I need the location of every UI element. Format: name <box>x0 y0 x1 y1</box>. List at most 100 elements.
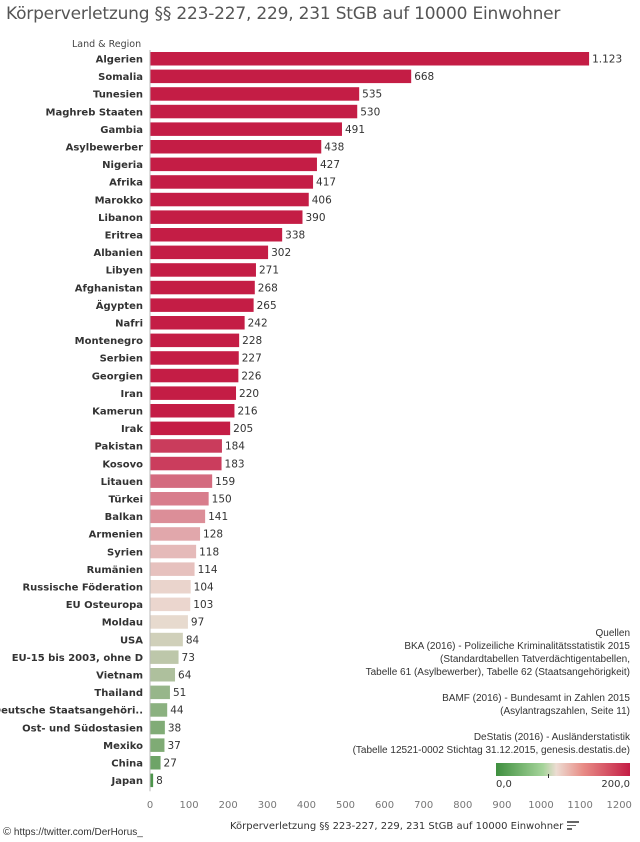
bar[interactable] <box>150 615 188 629</box>
value-label: 390 <box>305 212 325 224</box>
credit-link[interactable]: © https://twitter.com/DerHorus_ <box>3 826 143 838</box>
bar[interactable] <box>150 703 168 717</box>
copyright-symbol: © <box>3 826 12 838</box>
bar[interactable] <box>150 69 412 84</box>
bar[interactable] <box>150 650 179 664</box>
bars-group: Algerien 1.123 Somalia 668 Tunesien 535 Maghre… <box>0 50 622 792</box>
x-tick-label: 600 <box>375 800 394 811</box>
bar[interactable] <box>150 509 206 524</box>
category-label: Vietnam <box>96 671 143 682</box>
value-label: 302 <box>271 247 291 259</box>
bar[interactable] <box>150 773 154 788</box>
value-label: 141 <box>208 511 228 523</box>
value-label: 338 <box>285 230 305 242</box>
bar[interactable] <box>150 333 240 348</box>
category-label: EU Osteuropa <box>66 600 143 611</box>
value-label: 220 <box>239 388 259 400</box>
category-label: Russische Föderation <box>22 583 143 594</box>
bar[interactable] <box>150 668 176 682</box>
value-label: 103 <box>193 599 213 611</box>
category-label: Libanon <box>98 213 143 224</box>
bar[interactable] <box>150 562 195 576</box>
bar[interactable] <box>150 492 209 506</box>
bar[interactable] <box>150 245 269 260</box>
bar[interactable] <box>150 738 165 752</box>
bar[interactable] <box>150 685 170 700</box>
bar[interactable] <box>150 474 213 488</box>
bar[interactable] <box>150 52 590 66</box>
category-label: Nafri <box>115 319 143 330</box>
value-label: 184 <box>225 441 245 453</box>
x-tick-label: 700 <box>414 800 433 811</box>
value-label: 159 <box>215 476 235 488</box>
source-gap <box>310 718 630 731</box>
bar[interactable] <box>150 404 235 418</box>
bar[interactable] <box>150 157 317 172</box>
bar[interactable] <box>150 280 255 295</box>
value-label: 668 <box>414 71 434 83</box>
value-label: 271 <box>259 265 279 277</box>
bar[interactable] <box>150 632 183 647</box>
legend-midpoint-marker <box>548 774 549 778</box>
value-label: 97 <box>191 617 204 629</box>
sort-icon[interactable] <box>567 821 579 831</box>
value-label: 226 <box>241 370 261 382</box>
bar[interactable] <box>150 386 237 400</box>
bar[interactable] <box>150 580 191 594</box>
bar[interactable] <box>150 316 245 330</box>
category-label: Nigeria <box>102 160 143 171</box>
source-gap <box>310 679 630 692</box>
legend-max-label: 200,0 <box>601 779 630 790</box>
category-label: Japan <box>111 776 144 787</box>
value-label: 150 <box>212 494 232 506</box>
value-label: 38 <box>168 722 181 734</box>
bar[interactable] <box>150 720 165 735</box>
x-tick-label: 200 <box>219 800 238 811</box>
category-label: Türkei <box>108 495 143 506</box>
bar[interactable] <box>150 87 360 101</box>
bar[interactable] <box>150 263 256 277</box>
value-label: 1.123 <box>592 54 622 66</box>
bar[interactable] <box>150 456 222 471</box>
bar[interactable] <box>150 140 322 154</box>
bar[interactable] <box>150 192 309 207</box>
x-tick-label: 900 <box>492 800 511 811</box>
x-tick-label: 400 <box>297 800 316 811</box>
category-label: China <box>111 759 143 770</box>
category-label: Marokko <box>95 195 144 206</box>
sources-note: Quellen BKA (2016) - Polizeiliche Krimin… <box>310 627 630 757</box>
bar[interactable] <box>150 351 239 365</box>
value-label: 27 <box>164 758 177 770</box>
bar[interactable] <box>150 122 342 136</box>
sources-lines: BKA (2016) - Polizeiliche Kriminalitätss… <box>310 640 630 757</box>
value-label: 73 <box>182 652 195 664</box>
bar[interactable] <box>150 527 201 541</box>
bar[interactable] <box>150 228 283 242</box>
bar[interactable] <box>150 544 197 559</box>
chart-title: Körperverletzung §§ 223-227, 229, 231 St… <box>6 4 561 24</box>
bar[interactable] <box>150 756 161 770</box>
value-label: 417 <box>316 177 336 189</box>
category-label: Irak <box>121 424 143 435</box>
x-tick-label: 500 <box>336 800 355 811</box>
bar[interactable] <box>150 210 303 224</box>
bar[interactable] <box>150 439 222 453</box>
category-label: USA <box>120 635 143 646</box>
bar[interactable] <box>150 368 239 383</box>
bar[interactable] <box>150 298 254 312</box>
category-label: Somalia <box>98 72 143 83</box>
bar[interactable] <box>150 597 191 612</box>
value-label: 128 <box>203 529 223 541</box>
x-tick-label: 800 <box>453 800 472 811</box>
bar[interactable] <box>150 104 358 119</box>
category-label: Balkan <box>105 512 143 523</box>
bar[interactable] <box>150 175 314 189</box>
x-tick-label: 0 <box>147 800 153 811</box>
category-label: EU-15 bis 2003, ohne D <box>12 653 143 664</box>
category-label: Georgien <box>92 371 143 382</box>
x-tick-label: 1200 <box>606 800 631 811</box>
category-label: Serbien <box>100 354 143 365</box>
bar[interactable] <box>150 421 231 436</box>
value-label: 438 <box>324 142 344 154</box>
category-label: Libyen <box>106 266 143 277</box>
